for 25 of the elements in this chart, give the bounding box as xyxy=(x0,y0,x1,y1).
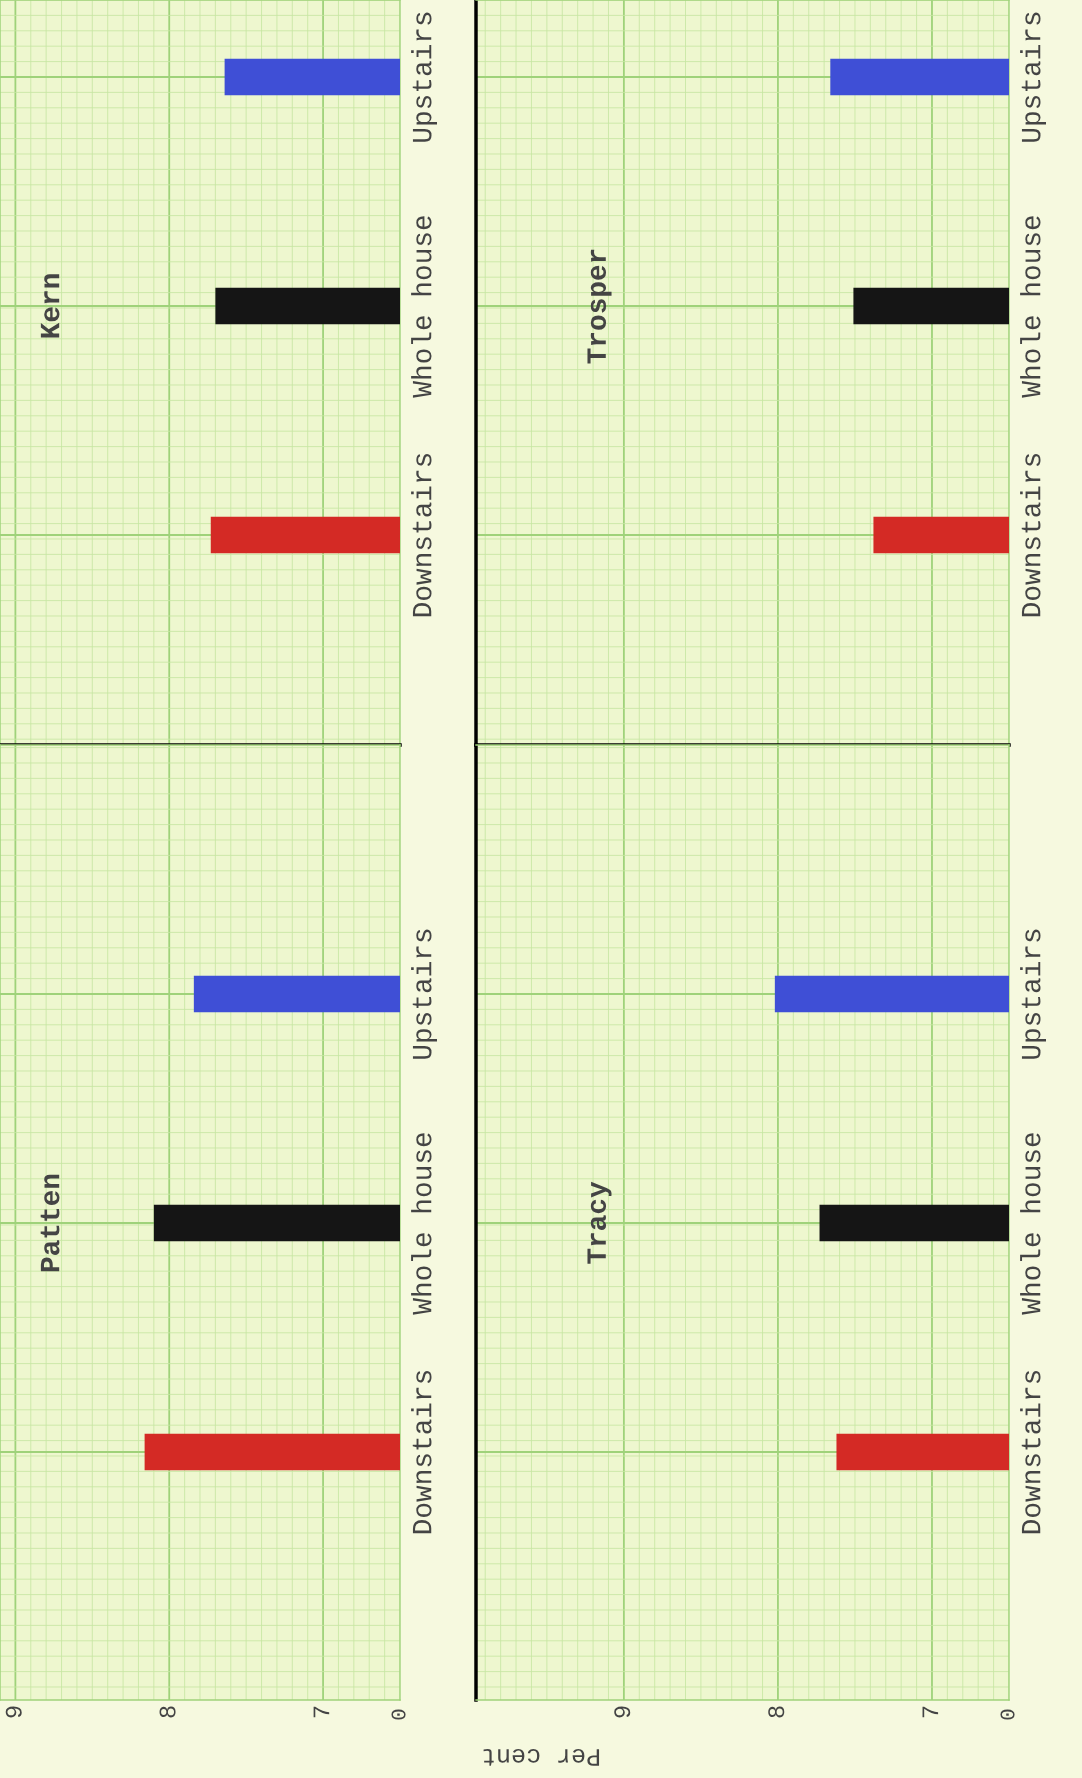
x-tick-label: 8 xyxy=(768,1706,785,1718)
x-tick-label: 9 xyxy=(614,1706,631,1718)
x-tick-label: 9 xyxy=(5,1706,22,1718)
text: Patten xyxy=(40,1174,60,1272)
x-tick-label: 7 xyxy=(313,1706,330,1718)
text: 0 xyxy=(391,1709,406,1720)
text: Trosper xyxy=(587,249,612,364)
y-tick-label: Downstairs xyxy=(1020,1370,1041,1534)
y-tick-label: Upstairs xyxy=(411,12,438,142)
y-tick-label: Upstairs xyxy=(1020,929,1047,1059)
y-tick-label: Whole house xyxy=(411,1133,432,1315)
y-tick-label: Downstairs xyxy=(1020,453,1041,617)
y-tick-label: Downstairs xyxy=(411,1370,432,1534)
y-tick-label: Upstairs xyxy=(411,929,438,1059)
y-tick-label: Whole house xyxy=(411,216,432,398)
text: 0 xyxy=(1000,1709,1015,1720)
x-tick-label: 8 xyxy=(159,1706,176,1718)
x-tick-label: 7 xyxy=(922,1706,939,1718)
text: Kern xyxy=(40,274,60,338)
x-axis-title: Per cent xyxy=(483,1748,600,1766)
y-tick-label: Whole house xyxy=(1020,1133,1041,1315)
text: Tracy xyxy=(587,1181,612,1264)
y-tick-label: Whole house xyxy=(1020,216,1041,398)
y-tick-label: Downstairs xyxy=(411,453,432,617)
y-tick-label: Upstairs xyxy=(1020,12,1047,142)
